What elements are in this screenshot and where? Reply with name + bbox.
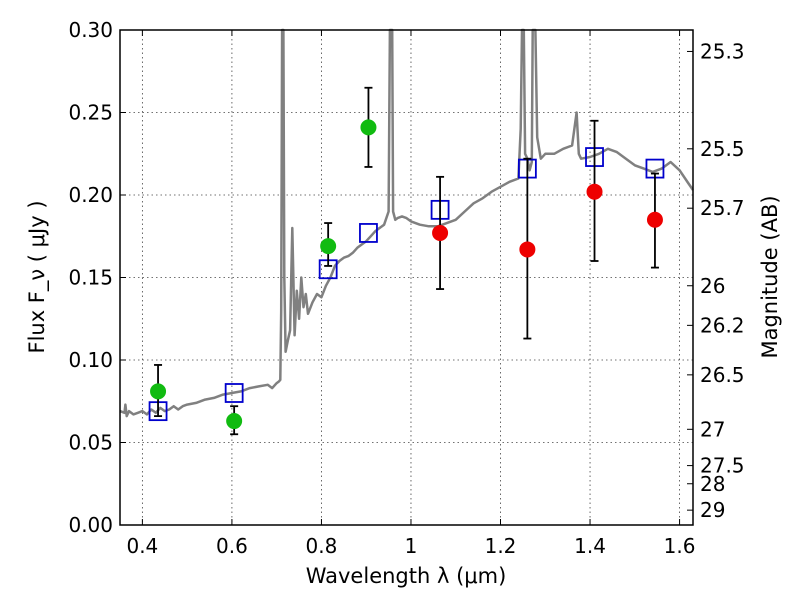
y-axis-label: Flux F_ν ( μJy ) (25, 200, 50, 353)
right-tick-label: 26 (700, 274, 725, 298)
y-tick-label: 0.30 (68, 18, 113, 42)
observed-flux-point (433, 225, 448, 240)
observed-flux-point (647, 212, 662, 227)
x-tick-label: 1.4 (574, 534, 606, 558)
x-tick-label: 1.2 (485, 534, 517, 558)
y-tick-label: 0.10 (68, 348, 113, 372)
right-tick-label: 25.3 (700, 39, 745, 63)
x-tick-label: 1 (405, 534, 418, 558)
right-tick-label: 25.7 (700, 196, 745, 220)
axis-ticks: 0.4 0.6 0.8 1 1.2 1.4 1.6 0.00 0.05 0.10 0.15 0.20 0… (68, 18, 744, 558)
sed-model-line (120, 30, 693, 416)
x-tick-label: 1.6 (664, 534, 696, 558)
observed-flux-point (321, 239, 336, 254)
y-tick-label: 0.00 (68, 513, 113, 537)
y-tick-label: 0.25 (68, 101, 113, 125)
observed-flux-point (227, 414, 242, 429)
right-tick-label: 25.5 (700, 137, 745, 161)
observed-flux-point (520, 242, 535, 257)
observed-flux-point (361, 120, 376, 135)
right-tick-label: 28 (700, 472, 725, 496)
chart: 0.4 0.6 0.8 1 1.2 1.4 1.6 0.00 0.05 0.10 0.15 0.20 0… (0, 0, 800, 600)
plot-area (120, 30, 693, 416)
y-tick-label: 0.05 (68, 431, 113, 455)
right-tick-label: 27 (700, 417, 725, 441)
x-axis-label: Wavelength λ (μm) (306, 564, 507, 588)
right-tick-label: 29 (700, 498, 725, 522)
observed-flux-point (587, 184, 602, 199)
x-tick-label: 0.6 (216, 534, 248, 558)
y-tick-label: 0.20 (68, 183, 113, 207)
x-tick-label: 0.4 (126, 534, 158, 558)
right-tick-label: 26.5 (700, 363, 745, 387)
markers (150, 88, 664, 435)
x-tick-label: 0.8 (306, 534, 338, 558)
observed-flux-point (151, 384, 166, 399)
y-tick-label: 0.15 (68, 266, 113, 290)
x-axis-label-text: Wavelength λ (μm) (306, 564, 507, 588)
grid-lines (120, 30, 693, 525)
right-axis-label: Magnitude (AB) (758, 195, 782, 358)
right-tick-label: 26.2 (700, 313, 745, 337)
